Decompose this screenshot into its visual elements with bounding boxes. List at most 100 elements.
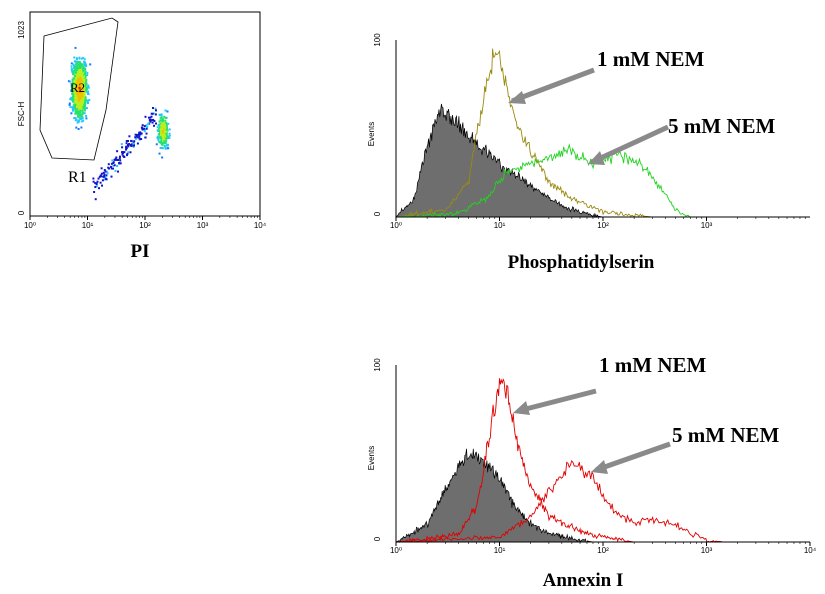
event-dot	[78, 97, 81, 100]
event-dot	[138, 132, 141, 135]
event-dot	[132, 142, 135, 145]
event-dot	[103, 175, 105, 178]
event-dot	[87, 86, 90, 89]
event-dot	[87, 90, 90, 93]
event-dot	[83, 73, 86, 76]
event-dot	[103, 169, 106, 171]
event-dot	[101, 184, 103, 187]
event-dot	[70, 112, 73, 115]
event-dot	[167, 147, 170, 150]
event-dot	[81, 98, 84, 101]
event-dot	[70, 89, 72, 92]
event-dot	[71, 106, 74, 109]
event-dot	[78, 102, 81, 105]
event-dot	[81, 95, 84, 98]
event-dot	[95, 185, 98, 188]
event-dot	[77, 96, 80, 99]
event-dot	[164, 130, 167, 133]
event-dot	[84, 82, 87, 85]
event-dot	[158, 133, 161, 136]
event-dot	[82, 81, 85, 84]
event-dot	[162, 118, 164, 121]
event-dot	[77, 103, 80, 106]
event-dot	[139, 131, 142, 134]
dot-plot-x-tick-label: 10⁴	[254, 221, 267, 230]
event-dot	[165, 129, 168, 132]
event-dot	[73, 88, 76, 90]
event-dot	[135, 137, 138, 140]
event-dot	[84, 87, 86, 90]
event-dot	[160, 139, 163, 142]
event-dot	[84, 76, 87, 79]
event-dot	[135, 135, 138, 138]
event-dot	[93, 191, 96, 193]
event-dot	[81, 64, 84, 67]
event-dot	[73, 105, 76, 108]
event-dot	[74, 46, 77, 49]
event-dot	[83, 112, 86, 115]
event-dot	[81, 112, 84, 115]
event-dot	[87, 99, 89, 102]
event-dot	[82, 66, 85, 69]
event-dot	[72, 106, 75, 109]
event-dot	[77, 63, 80, 66]
event-dot	[136, 142, 139, 145]
event-dot	[141, 128, 144, 131]
event-dot	[80, 63, 82, 65]
histogram-ps-series-0	[395, 103, 604, 219]
histogram-annexin-x-tick-label: 10¹	[494, 546, 506, 555]
event-dot	[73, 84, 76, 87]
event-dot	[70, 84, 73, 87]
histogram-annexin-x-ticks: 10⁰ 10¹ 10² 10³ 10⁴	[390, 542, 817, 555]
event-dot	[80, 120, 83, 123]
event-dot	[83, 109, 86, 112]
event-dot	[164, 135, 167, 138]
event-dot	[166, 135, 169, 138]
event-dot	[92, 177, 95, 180]
event-dot	[148, 116, 150, 119]
histogram-ps-x-tick-label: 10³	[701, 221, 713, 230]
event-dot	[76, 101, 79, 104]
event-dot	[134, 133, 137, 136]
event-dot	[82, 90, 85, 93]
event-dot	[156, 136, 159, 139]
event-dot	[159, 137, 162, 140]
event-dot	[162, 124, 165, 127]
event-dot	[77, 128, 80, 130]
histogram-annexin-panel: 100 0 Events 10⁰ 10¹ 10² 10³ 10⁴ Annexin I 1…	[367, 353, 817, 591]
event-dot	[79, 113, 82, 116]
event-dot	[74, 76, 77, 79]
event-dot	[164, 109, 167, 112]
event-dot	[163, 116, 166, 119]
event-dot	[82, 119, 85, 122]
event-dot	[168, 132, 171, 135]
gate-r1-outline[interactable]	[39, 17, 119, 161]
event-dot	[129, 151, 132, 154]
event-dot	[162, 134, 165, 137]
event-dot	[83, 67, 86, 70]
event-dot	[80, 107, 83, 110]
event-dot	[127, 145, 130, 148]
histogram-annexin-y-tick-max: 100	[373, 358, 382, 372]
event-dot	[71, 92, 74, 95]
event-dot	[85, 90, 88, 93]
event-dot	[76, 106, 79, 109]
event-dot	[79, 92, 82, 95]
histogram-annexin-x-tick-label: 10⁴	[804, 546, 817, 555]
event-dot	[164, 139, 167, 142]
event-dot	[80, 84, 83, 86]
event-dot	[94, 186, 97, 188]
arrow-head-1mm-ps	[508, 91, 526, 104]
event-dot	[113, 164, 116, 167]
event-dot	[164, 147, 167, 150]
event-dot	[140, 138, 143, 140]
arrow-1mm-annexin	[517, 388, 597, 414]
dot-plot-x-tick-label: 10²	[139, 221, 151, 230]
event-dot	[160, 116, 163, 119]
event-dot	[74, 92, 77, 95]
event-dot	[82, 100, 84, 103]
histogram-annexin-x-label: Annexin I	[543, 570, 624, 591]
event-dot	[77, 85, 80, 87]
event-dot	[133, 140, 136, 143]
event-dot	[128, 143, 131, 145]
